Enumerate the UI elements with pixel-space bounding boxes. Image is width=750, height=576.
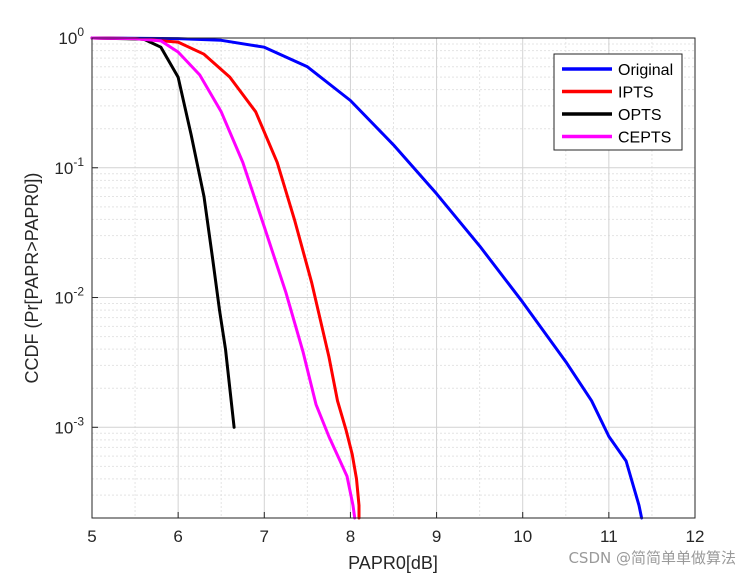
x-tick-label: 8 [346, 527, 355, 546]
legend-label: Original [618, 62, 673, 79]
legend-label: CEPTS [618, 130, 671, 147]
x-axis-ticks: 5 6 7 8 9 10 11 12 [87, 512, 704, 546]
y-tick-label: 100 [58, 25, 84, 48]
legend-label: IPTS [618, 85, 654, 102]
x-tick-label: 12 [686, 527, 705, 546]
y-axis-ticks: 10-3 10-2 10-1 100 [54, 25, 98, 437]
series-line-original [90, 36, 644, 520]
series-layer [90, 36, 644, 520]
x-tick-label: 11 [600, 527, 618, 546]
series-line-opts [90, 36, 236, 429]
watermark-text: CSDN @简简单单做算法 [568, 549, 736, 567]
plot-area-frame [91, 37, 696, 519]
x-tick-label: 7 [260, 527, 269, 546]
x-tick-label: 5 [87, 527, 96, 546]
y-tick-label: 10-1 [54, 155, 84, 178]
x-tick-label: 6 [173, 527, 182, 546]
y-axis-label: CCDF (Pr[PAPR>PAPR0]) [22, 173, 42, 384]
x-axis-label: PAPR0[dB] [348, 553, 438, 573]
x-tick-label: 10 [513, 527, 532, 546]
minor-grid [92, 38, 695, 518]
legend: Original IPTS OPTS CEPTS [553, 53, 683, 151]
series-line-ipts [90, 36, 361, 520]
series-line-cepts [90, 36, 357, 520]
y-tick-label: 10-2 [54, 285, 84, 308]
y-tick-label: 10-3 [54, 414, 84, 437]
x-tick-label: 9 [432, 527, 441, 546]
legend-label: OPTS [618, 107, 662, 124]
